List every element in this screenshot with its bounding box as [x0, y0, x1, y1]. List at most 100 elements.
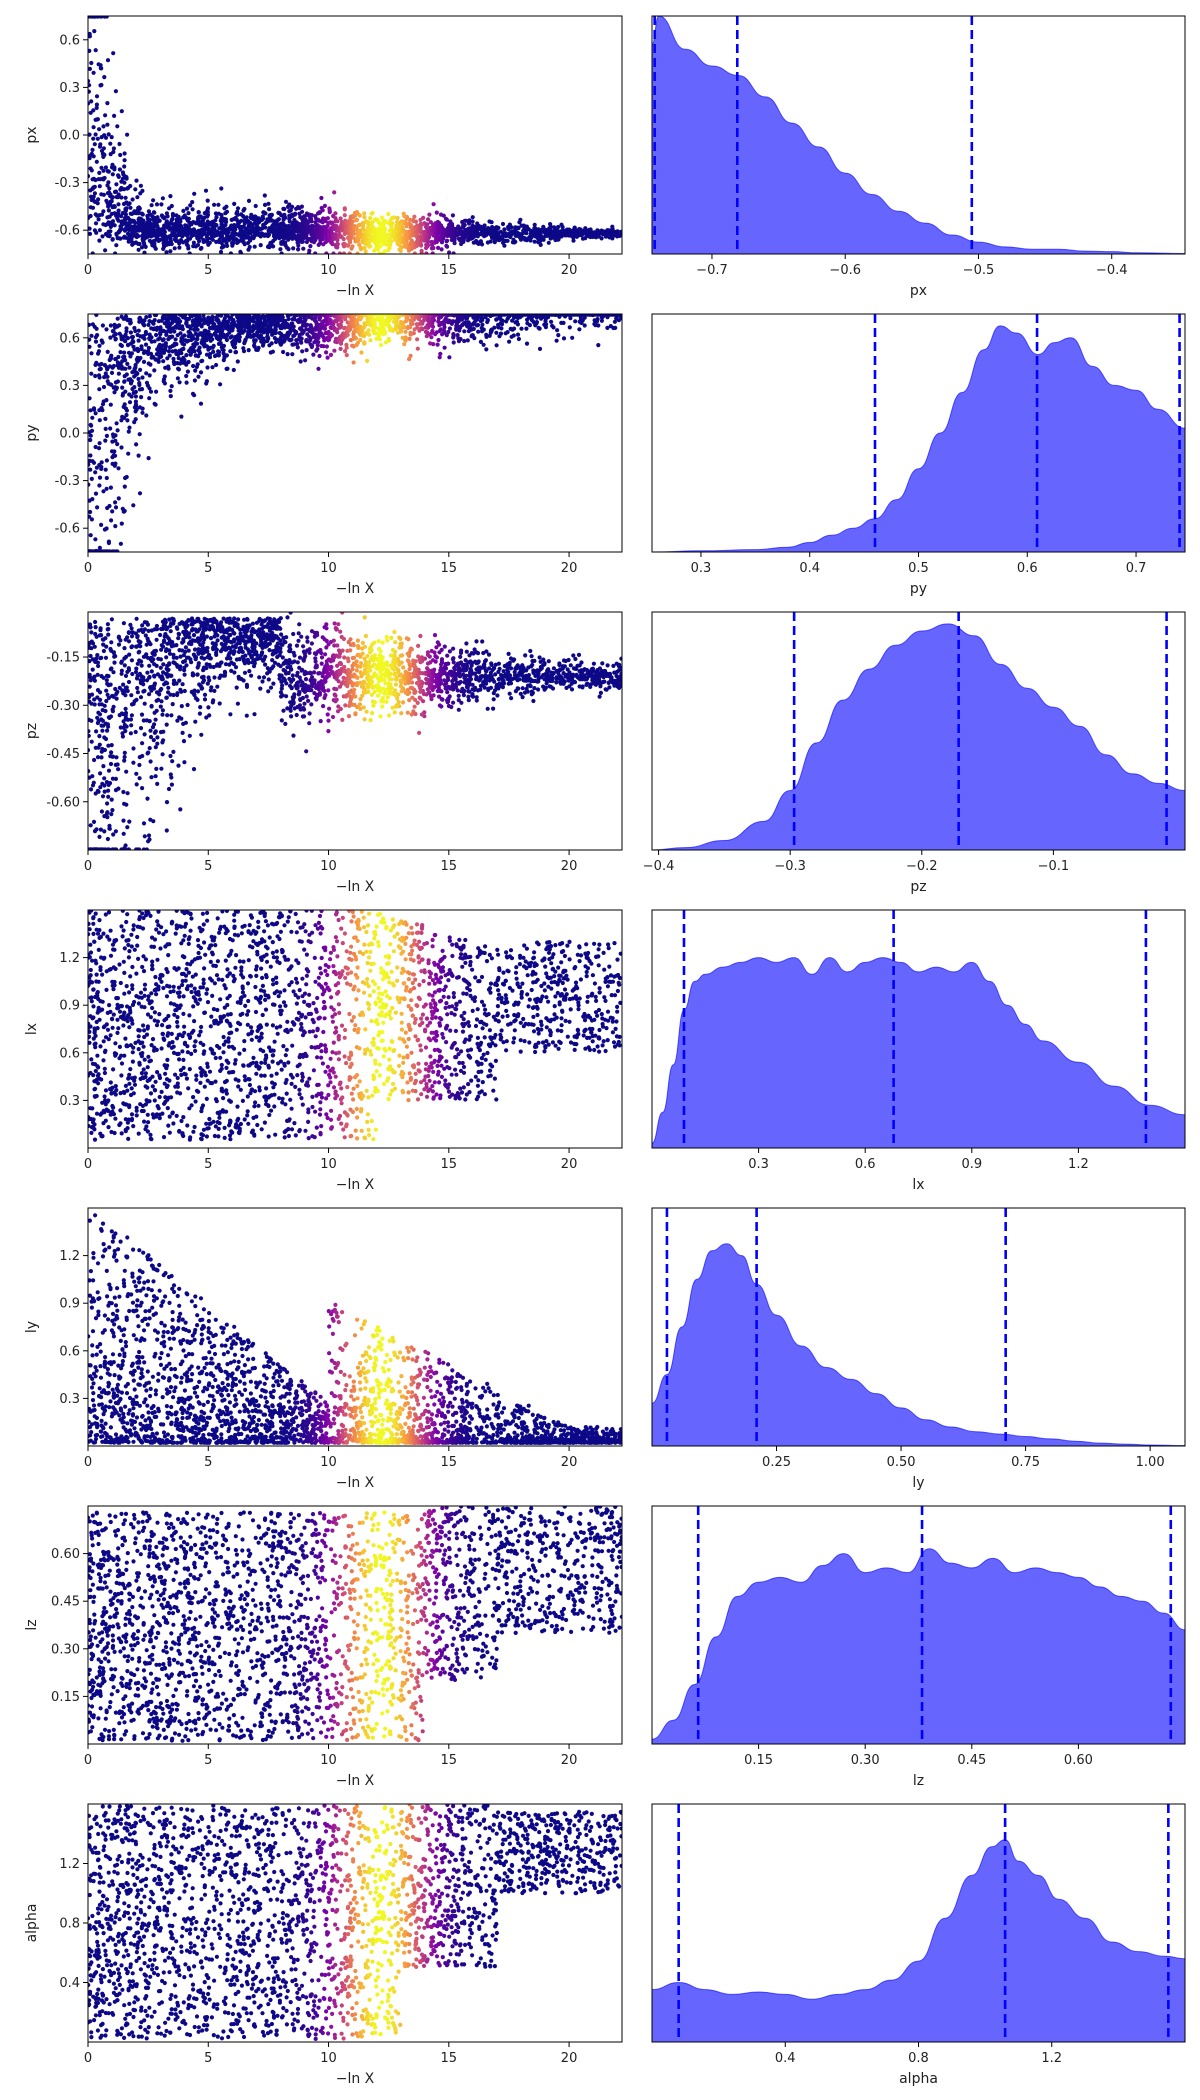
- scatter-point: [112, 167, 117, 172]
- scatter-point: [425, 318, 431, 323]
- x-tick-label: 20: [561, 263, 578, 278]
- scatter-point: [304, 348, 309, 353]
- scatter-point: [192, 349, 197, 354]
- scatter-point: [97, 475, 103, 480]
- scatter-point: [119, 445, 124, 450]
- scatter-point: [152, 318, 157, 323]
- scatter-point: [97, 375, 102, 380]
- scatter-point: [108, 335, 113, 340]
- scatter-point: [157, 336, 162, 341]
- scatter-point: [93, 373, 98, 379]
- scatter-point: [170, 334, 175, 339]
- scatter-point: [97, 387, 102, 392]
- scatter-point: [614, 316, 619, 321]
- scatter-point: [99, 460, 104, 465]
- scatter-point: [97, 170, 102, 175]
- scatter-point: [532, 222, 537, 227]
- scatter-point: [550, 323, 555, 328]
- scatter-point: [108, 141, 113, 146]
- scatter-point: [143, 342, 149, 347]
- scatter-point: [354, 217, 359, 222]
- scatter-point: [350, 219, 355, 224]
- scatter-point: [300, 349, 305, 354]
- scatter-point: [184, 373, 189, 379]
- scatter-point: [394, 224, 399, 229]
- scatter-point: [119, 226, 124, 232]
- scatter-point: [179, 414, 184, 419]
- scatter-point: [474, 323, 479, 328]
- scatter-point: [92, 191, 97, 196]
- scatter-point: [412, 214, 417, 219]
- scatter-point: [266, 201, 271, 206]
- scatter-point: [280, 315, 285, 320]
- scatter-point: [296, 243, 301, 248]
- scatter-point: [313, 251, 318, 254]
- scatter-point: [131, 503, 136, 508]
- scatter-point: [99, 16, 104, 19]
- scatter-point: [166, 349, 171, 354]
- scatter-point: [132, 385, 137, 390]
- scatter-point: [212, 322, 217, 327]
- scatter-point: [290, 352, 295, 357]
- scatter-point: [270, 349, 275, 354]
- scatter-point: [220, 234, 225, 239]
- scatter-point: [112, 204, 117, 209]
- scatter-point: [262, 202, 268, 207]
- scatter-point: [207, 240, 212, 245]
- scatter-point: [479, 325, 484, 331]
- scatter-point: [102, 175, 107, 181]
- scatter-point: [247, 324, 252, 330]
- scatter-point: [105, 349, 110, 354]
- scatter-point: [433, 332, 438, 337]
- scatter-point: [120, 385, 125, 390]
- scatter-point: [577, 319, 582, 324]
- scatter-point: [93, 221, 99, 226]
- scatter-point: [142, 318, 147, 323]
- scatter-point: [130, 334, 135, 340]
- scatter-point: [494, 343, 499, 348]
- scatter-point: [106, 208, 111, 213]
- scatter-point: [94, 314, 99, 317]
- scatter-point: [116, 466, 121, 471]
- scatter-point: [303, 358, 308, 363]
- scatter-point: [151, 198, 156, 203]
- scatter-point: [88, 509, 93, 515]
- scatter-point: [115, 428, 120, 433]
- scatter-point: [450, 213, 455, 218]
- scatter-point: [126, 429, 131, 434]
- scatter-point: [181, 346, 186, 351]
- scatter-point: [112, 113, 117, 118]
- scatter-point: [105, 122, 110, 127]
- scatter-point: [222, 316, 227, 321]
- scatter-point: [123, 195, 128, 200]
- scatter-point: [582, 323, 587, 328]
- scatter-point: [291, 246, 296, 251]
- scatter-point: [178, 219, 183, 224]
- x-tick-label: 5: [204, 263, 212, 278]
- scatter-points: [88, 16, 622, 254]
- scatter-point: [186, 246, 191, 251]
- scatter-point: [162, 229, 167, 235]
- scatter-point: [299, 340, 304, 345]
- scatter-point: [97, 127, 102, 132]
- scatter-point: [381, 221, 386, 226]
- scatter-point: [335, 242, 340, 247]
- scatter-point: [99, 361, 104, 367]
- scatter-point: [608, 324, 613, 329]
- scatter-point: [225, 243, 230, 248]
- scatter-point: [216, 353, 221, 358]
- scatter-point: [191, 240, 196, 245]
- scatter-point: [140, 410, 145, 415]
- scatter-point: [273, 327, 278, 332]
- scatter-point: [470, 219, 475, 224]
- scatter-point: [169, 203, 174, 209]
- scatter-point: [332, 348, 337, 353]
- scatter-point: [197, 350, 202, 356]
- scatter-point: [88, 514, 92, 519]
- scatter-point: [408, 330, 413, 335]
- scatter-point: [596, 343, 601, 348]
- scatter-point: [454, 323, 459, 328]
- scatter-point: [118, 152, 123, 158]
- scatter-point: [94, 102, 99, 107]
- scatter-point: [122, 354, 127, 359]
